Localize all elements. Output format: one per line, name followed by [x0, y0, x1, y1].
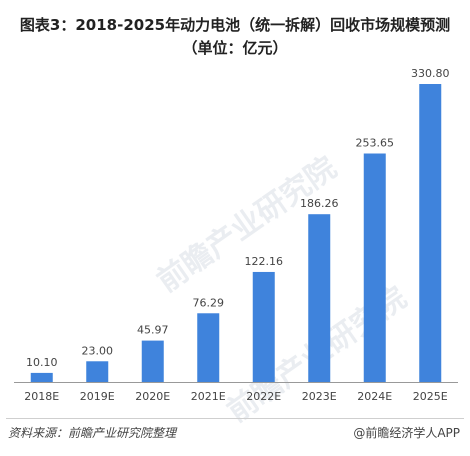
data-label-2018E: 10.10 — [26, 356, 58, 369]
chart-title: 图表3：2018-2025年动力电池（统一拆解）回收市场规模预测 — [19, 16, 451, 34]
x-tick-label-2019E: 2019E — [80, 390, 115, 403]
bar-2020E — [141, 340, 164, 382]
data-label-2019E: 23.00 — [82, 344, 114, 357]
data-label-2023E: 186.26 — [300, 197, 339, 210]
bar-2019E — [86, 361, 109, 382]
x-tick-label-2020E: 2020E — [135, 390, 170, 403]
bar-2021E — [197, 313, 220, 382]
chart-subtitle: （单位：亿元） — [182, 39, 288, 57]
bar-2018E — [30, 372, 53, 382]
footer-divider — [6, 418, 464, 419]
x-tick-label-2023E: 2023E — [302, 390, 337, 403]
data-label-2021E: 76.29 — [193, 296, 225, 309]
data-label-2020E: 45.97 — [137, 324, 169, 337]
data-label-2024E: 253.65 — [356, 137, 395, 150]
bar-2024E — [363, 153, 386, 382]
bar-2023E — [308, 214, 331, 382]
x-tick-label-2025E: 2025E — [413, 390, 448, 403]
bar-2022E — [252, 271, 275, 382]
bar-2025E — [419, 84, 442, 382]
data-label-2022E: 122.16 — [245, 255, 284, 268]
x-tick-label-2021E: 2021E — [191, 390, 226, 403]
x-tick-label-2022E: 2022E — [246, 390, 281, 403]
source-note: 资料来源：前瞻产业研究院整理 — [8, 426, 177, 440]
data-label-2025E: 330.80 — [411, 67, 450, 80]
x-tick-label-2024E: 2024E — [357, 390, 392, 403]
brand-credit: @前瞻经济学人APP — [353, 426, 460, 440]
x-tick-label-2018E: 2018E — [24, 390, 59, 403]
